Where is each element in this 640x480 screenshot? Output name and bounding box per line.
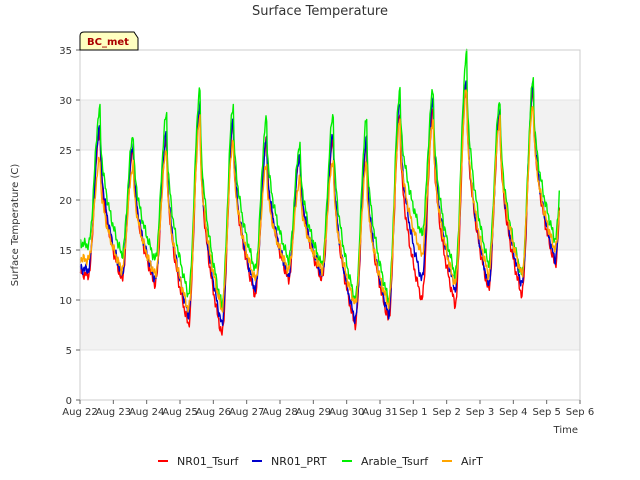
legend-label-nr01-prt: NR01_PRT <box>271 455 327 468</box>
y-tick-label: 0 <box>66 396 72 407</box>
grid-band <box>80 200 580 250</box>
x-tick-label: Sep 5 <box>532 407 560 418</box>
badge-label: BC_met <box>87 37 129 48</box>
x-tick-label: Aug 25 <box>162 407 197 418</box>
x-tick-label: Aug 26 <box>196 407 231 418</box>
x-tick-label: Sep 2 <box>432 407 460 418</box>
y-tick-label: 15 <box>59 246 72 257</box>
x-tick-label: Aug 23 <box>96 407 131 418</box>
plot-border <box>79 49 581 401</box>
y-tick-label: 5 <box>66 346 72 357</box>
x-tick-label: Sep 4 <box>499 407 527 418</box>
x-tick-label: Aug 27 <box>229 407 264 418</box>
series-line-airt <box>79 89 560 313</box>
x-tick-label: Aug 24 <box>129 407 164 418</box>
chart-title: Surface Temperature <box>252 4 388 19</box>
series-layer <box>79 48 560 336</box>
x-tick-label: Aug 28 <box>262 407 297 418</box>
x-axis-title: Time <box>553 425 578 436</box>
badge-shape <box>79 31 139 51</box>
grid-layer <box>80 49 580 401</box>
y-tick-label: 20 <box>59 196 72 207</box>
legend: NR01_Tsurf NR01_PRT Arable_Tsurf AirT <box>158 455 483 468</box>
legend-label-airt: AirT <box>461 455 483 468</box>
series-line-arable-tsurf <box>79 48 560 309</box>
x-tick-label: Aug 30 <box>329 407 364 418</box>
x-tick-label: Aug 22 <box>62 407 97 418</box>
station-badge: BC_met <box>79 31 139 51</box>
y-tick-label: 25 <box>59 146 72 157</box>
x-tick-label: Sep 1 <box>399 407 427 418</box>
y-tick-label: 10 <box>59 296 72 307</box>
legend-label-nr01-tsurf: NR01_Tsurf <box>177 455 239 468</box>
x-tick-label: Aug 31 <box>362 407 397 418</box>
grid-band <box>80 300 580 350</box>
x-tick-label: Aug 29 <box>296 407 331 418</box>
y-tick-label: 30 <box>59 96 72 107</box>
x-tick-label: Sep 6 <box>566 407 594 418</box>
y-tick-label: 35 <box>59 46 72 57</box>
y-axis-title: Surface Temperature (C) <box>10 164 21 287</box>
x-tick-label: Sep 3 <box>466 407 494 418</box>
legend-label-arable-tsurf: Arable_Tsurf <box>361 455 429 468</box>
